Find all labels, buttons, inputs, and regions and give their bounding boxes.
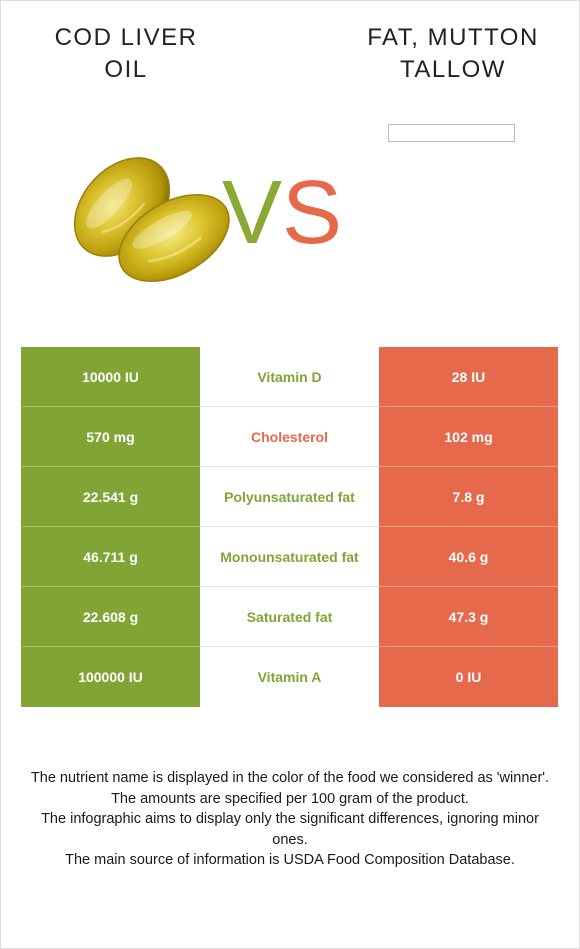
comparison-row: 22.608 g Saturated fat 47.3 g <box>21 587 558 647</box>
nutrient-name: Monounsaturated fat <box>200 527 379 587</box>
footnote-line: The main source of information is USDA F… <box>65 852 515 868</box>
left-value: 22.608 g <box>21 587 200 647</box>
left-food-title-line1: COD LIVER <box>54 24 198 51</box>
comparison-row: 10000 IU Vitamin D 28 IU <box>21 347 558 407</box>
nutrient-name: Saturated fat <box>200 587 379 647</box>
versus-s: S <box>282 163 343 263</box>
mutton-tallow-image-placeholder <box>388 124 515 142</box>
right-food-title-line2: TALLOW <box>400 56 506 83</box>
right-food-title-line1: FAT, MUTTON <box>367 24 539 51</box>
right-food-title: FAT, MUTTON TALLOW <box>343 22 563 86</box>
right-value: 0 IU <box>379 647 558 707</box>
nutrient-name: Vitamin D <box>200 347 379 407</box>
nutrient-name: Cholesterol <box>200 407 379 467</box>
left-food-title-line2: OIL <box>104 56 148 83</box>
versus-v: V <box>222 163 283 263</box>
left-value: 100000 IU <box>21 647 200 707</box>
left-value: 22.541 g <box>21 467 200 527</box>
left-value: 46.711 g <box>21 527 200 587</box>
footnote-line: The infographic aims to display only the… <box>41 811 539 848</box>
comparison-row: 46.711 g Monounsaturated fat 40.6 g <box>21 527 558 587</box>
footnote-line: The amounts are specified per 100 gram o… <box>111 790 469 807</box>
comparison-table: 10000 IU Vitamin D 28 IU 570 mg Cholesterol 1… <box>21 347 558 707</box>
right-value: 47.3 g <box>379 587 558 647</box>
left-food-title: COD LIVER OIL <box>16 22 236 86</box>
right-value: 40.6 g <box>379 527 558 587</box>
footnote: The nutrient name is displayed in the co… <box>30 768 550 871</box>
comparison-row: 22.541 g Polyunsaturated fat 7.8 g <box>21 467 558 527</box>
cod-liver-oil-capsules-image <box>73 157 230 283</box>
nutrient-name: Polyunsaturated fat <box>200 467 379 527</box>
footnote-line: The nutrient name is displayed in the co… <box>30 770 550 786</box>
left-value: 570 mg <box>21 407 200 467</box>
comparison-row: 570 mg Cholesterol 102 mg <box>21 407 558 467</box>
capsule-front <box>118 193 230 283</box>
nutrient-name: Vitamin A <box>200 647 379 707</box>
right-value: 7.8 g <box>379 467 558 527</box>
left-value: 10000 IU <box>21 347 200 407</box>
right-value: 28 IU <box>379 347 558 407</box>
right-value: 102 mg <box>379 407 558 467</box>
